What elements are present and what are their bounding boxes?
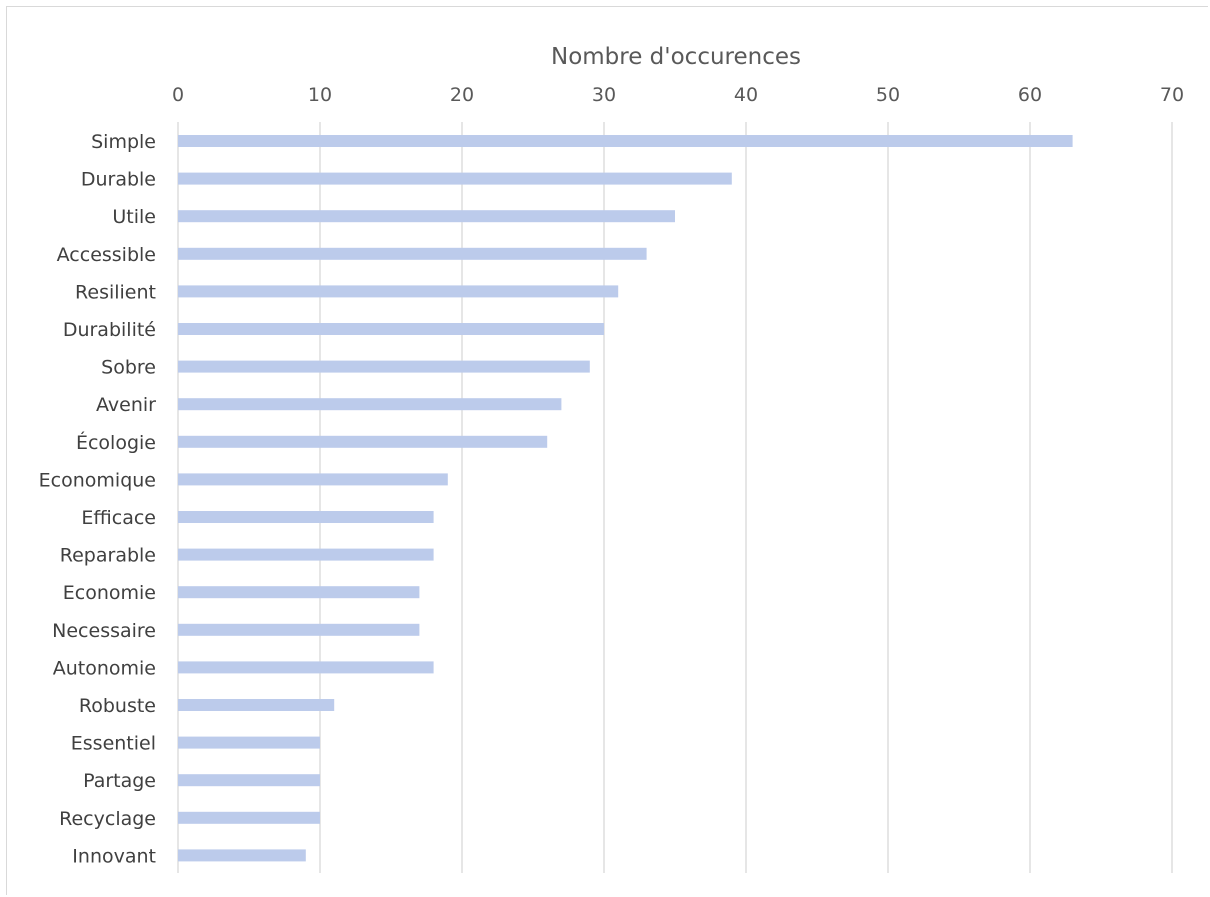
x-tick-label: 50 — [876, 84, 900, 106]
category-label: Resilient — [75, 281, 156, 303]
bar — [178, 323, 604, 335]
bar — [178, 285, 619, 298]
category-label: Écologie — [76, 431, 156, 454]
bar — [178, 511, 434, 523]
category-label: Robuste — [79, 695, 156, 717]
bar — [178, 435, 548, 448]
category-label: Innovant — [72, 845, 156, 867]
bar — [178, 849, 306, 862]
grid-lines — [177, 122, 1173, 873]
category-labels: Simple Durable Utile Accessible Resilient Dur… — [39, 131, 157, 867]
bar — [178, 473, 448, 486]
chart-title: Nombre d'occurences — [551, 44, 801, 70]
category-label: Partage — [83, 770, 156, 792]
bar — [178, 811, 320, 824]
category-label: Recyclage — [59, 808, 156, 830]
category-label: Sobre — [101, 357, 156, 379]
bar — [178, 586, 420, 599]
x-tick-label: 10 — [308, 84, 332, 106]
category-label: Reparable — [60, 545, 156, 567]
chart-frame — [6, 6, 1208, 895]
category-label: Economique — [39, 469, 156, 491]
bar — [178, 172, 732, 185]
bar — [178, 548, 434, 561]
category-label: Durabilité — [63, 319, 156, 341]
bar — [178, 135, 1073, 147]
bar — [178, 661, 434, 674]
bar — [178, 699, 335, 711]
x-tick-label: 70 — [1160, 84, 1184, 106]
bar — [178, 247, 647, 260]
x-axis-ticks: 0 10 20 30 40 50 60 70 — [172, 84, 1184, 106]
category-label: Autonomie — [53, 657, 156, 679]
category-label: Economie — [63, 582, 156, 604]
x-tick-label: 30 — [592, 84, 616, 106]
category-label: Efficace — [81, 507, 156, 529]
x-tick-label: 40 — [734, 84, 758, 106]
x-tick-label: 60 — [1018, 84, 1042, 106]
category-label: Utile — [112, 206, 156, 228]
bar — [178, 398, 562, 411]
bar — [178, 360, 590, 373]
category-label: Essentiel — [71, 733, 156, 755]
category-label: Simple — [91, 131, 156, 153]
bar — [178, 774, 320, 787]
x-tick-label: 20 — [450, 84, 474, 106]
bars — [178, 135, 1073, 862]
bar — [178, 210, 675, 223]
category-label: Accessible — [57, 244, 156, 266]
bar — [178, 623, 420, 636]
category-label: Necessaire — [52, 620, 156, 642]
category-label: Durable — [81, 169, 156, 191]
bar — [178, 736, 320, 749]
category-label: Avenir — [96, 394, 156, 416]
x-tick-label: 0 — [172, 84, 184, 106]
